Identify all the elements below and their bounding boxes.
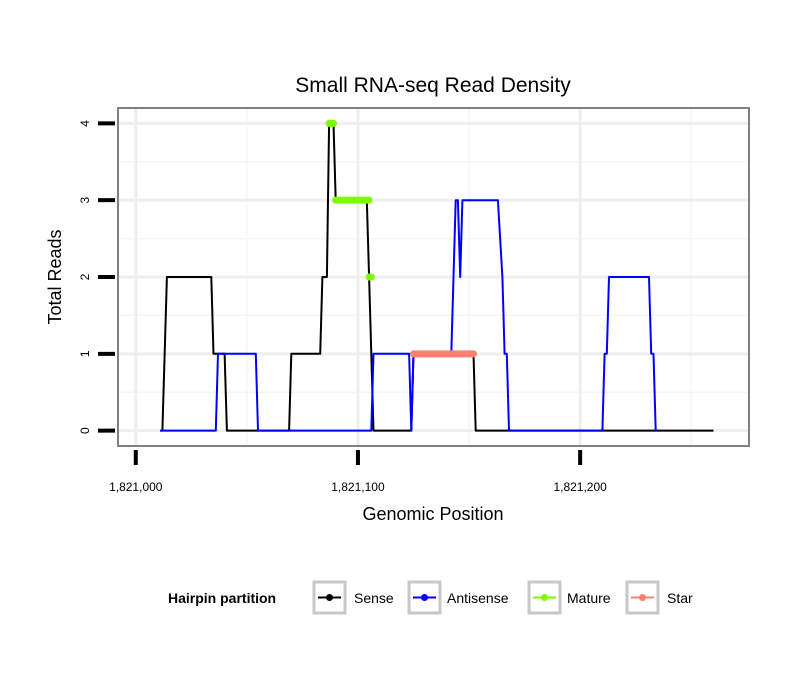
- y-tick-label: 3: [78, 197, 92, 204]
- legend-title: Hairpin partition: [168, 590, 276, 606]
- x-tick-label: 1,821,200: [553, 480, 607, 494]
- legend-label: Mature: [567, 590, 611, 606]
- y-tick-label: 2: [78, 273, 92, 280]
- legend-key-dot: [639, 594, 646, 601]
- x-tick-label: 1,821,000: [109, 480, 163, 494]
- legend-label: Antisense: [447, 590, 509, 606]
- y-tick-label: 4: [78, 120, 92, 127]
- series-layer: [160, 119, 714, 432]
- y-axis: 0 1 2 3 4: [78, 120, 115, 434]
- legend-label: Star: [667, 590, 693, 606]
- y-axis-title: Total Reads: [45, 229, 65, 324]
- x-tick-label: 1,821,100: [331, 480, 385, 494]
- y-tick-label: 1: [78, 350, 92, 357]
- x-axis-title: Genomic Position: [362, 504, 503, 524]
- legend-item-star: Star: [625, 580, 693, 615]
- legend-item-antisense: Antisense: [407, 580, 509, 615]
- legend: Hairpin partition Sense Antisense Mature St…: [168, 580, 693, 615]
- legend-item-mature: Mature: [527, 580, 611, 615]
- legend-key-dot: [421, 594, 428, 601]
- plot-border: [117, 107, 750, 447]
- x-axis: 1,821,000 1,821,100 1,821,200: [109, 450, 607, 494]
- series-antisense-line: [160, 199, 657, 432]
- y-tick-label: 0: [78, 427, 92, 434]
- legend-key-dot: [541, 594, 548, 601]
- chart-title: Small RNA-seq Read Density: [295, 74, 571, 97]
- legend-item-sense: Sense: [312, 580, 394, 615]
- legend-key-dot: [326, 594, 333, 601]
- legend-label: Sense: [354, 590, 394, 606]
